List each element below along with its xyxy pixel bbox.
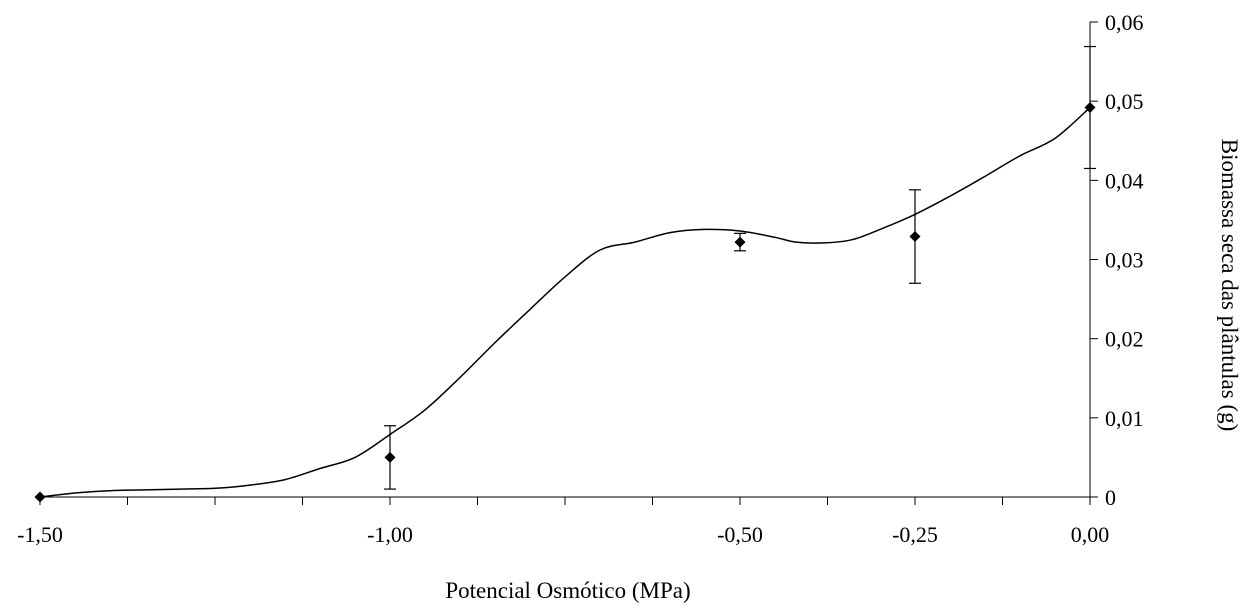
y-tick-label: 0,04 [1105,168,1144,193]
data-point [1084,102,1096,113]
data-point [34,491,46,503]
y-tick-label: 0,06 [1105,10,1144,35]
x-tick-label: -1,50 [17,522,63,547]
data-point [909,231,921,243]
plot-area [34,45,1096,503]
data-point [734,236,746,248]
x-tick-label: -0,50 [717,522,763,547]
y-tick-label: 0,03 [1105,248,1144,273]
y-tick-label: 0,01 [1105,406,1144,431]
y-tick-label: 0,05 [1105,89,1144,114]
x-tick-label: -1,00 [367,522,413,547]
x-tick-label: -0,25 [892,522,938,547]
series-line [39,106,1091,498]
x-axis-title: Potencial Osmótico (MPa) [445,578,690,603]
y-axis-title: Biomassa seca das plântulas (g) [1217,139,1242,432]
x-axis: -1,50 -1,00 -0,50 -0,25 0,00 [17,496,1110,547]
x-tick-label: 0,00 [1071,522,1110,547]
y-axis: 0 0,01 0,02 0,03 0,04 0,05 0,06 [1089,10,1144,510]
y-tick-label: 0,02 [1105,327,1144,352]
y-tick-label: 0 [1105,485,1116,510]
data-point [384,451,396,463]
